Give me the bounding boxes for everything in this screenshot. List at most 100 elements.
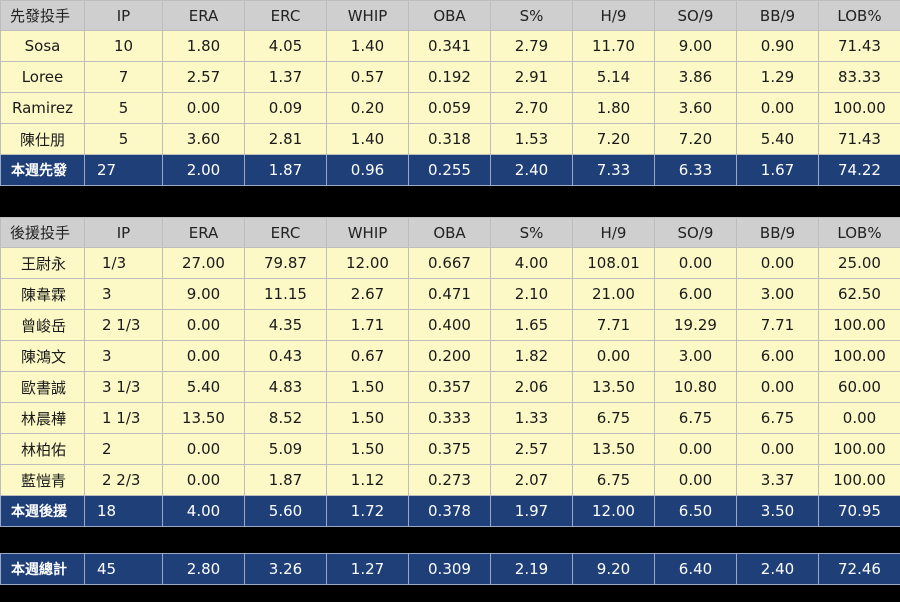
stat-s: 4.00 xyxy=(490,247,573,279)
table-row: 王尉永 1/3 27.00 79.87 12.00 0.667 4.00 108.01 0.00… xyxy=(0,247,900,279)
stat-erc: 0.09 xyxy=(244,92,327,124)
stat-lob: 62.50 xyxy=(818,278,900,310)
stat-bb9: 6.00 xyxy=(736,340,819,372)
stat-so9: 19.29 xyxy=(654,309,737,341)
section-divider xyxy=(0,527,900,553)
stat-so9: 0.00 xyxy=(654,247,737,279)
stat-bb9: 7.71 xyxy=(736,309,819,341)
stat-bb9: 0.00 xyxy=(736,247,819,279)
stat-whip: 1.40 xyxy=(326,30,409,62)
stat-ip: 18 xyxy=(84,495,163,527)
stat-so9: 6.75 xyxy=(654,402,737,434)
stat-era: 5.40 xyxy=(162,371,245,403)
pitcher-name: Sosa xyxy=(0,30,85,62)
stat-lob: 60.00 xyxy=(818,371,900,403)
stat-h9: 12.00 xyxy=(572,495,655,527)
pitcher-name: Loree xyxy=(0,61,85,93)
stat-lob: 72.46 xyxy=(818,553,900,585)
grand-total-row: 本週總計 45 2.80 3.26 1.27 0.309 2.19 9.20 6.40 2.40 7… xyxy=(0,553,900,585)
stat-h9: 1.80 xyxy=(572,92,655,124)
stat-lob: 70.95 xyxy=(818,495,900,527)
column-header-lob: LOB% xyxy=(818,0,900,31)
stat-so9: 6.33 xyxy=(654,154,737,186)
stat-so9: 3.60 xyxy=(654,92,737,124)
stat-h9: 13.50 xyxy=(572,433,655,465)
stat-s: 1.97 xyxy=(490,495,573,527)
stat-erc: 0.43 xyxy=(244,340,327,372)
stat-lob: 83.33 xyxy=(818,61,900,93)
stat-s: 1.82 xyxy=(490,340,573,372)
table-row: Loree 7 2.57 1.37 0.57 0.192 2.91 5.14 3.86 1.29 8… xyxy=(0,61,900,93)
column-header-s: S% xyxy=(490,217,573,248)
stat-h9: 6.75 xyxy=(572,464,655,496)
column-header-ip: IP xyxy=(84,0,163,31)
column-header-era: ERA xyxy=(162,0,245,31)
stat-erc: 8.52 xyxy=(244,402,327,434)
stat-erc: 1.87 xyxy=(244,154,327,186)
table-row: 歐書誠 3 1/3 5.40 4.83 1.50 0.357 2.06 13.50 10.80 0… xyxy=(0,371,900,403)
pitcher-name: 藍愷青 xyxy=(0,464,85,496)
stat-ip: 7 xyxy=(84,61,163,93)
stat-h9: 108.01 xyxy=(572,247,655,279)
stat-lob: 25.00 xyxy=(818,247,900,279)
stat-oba: 0.378 xyxy=(408,495,491,527)
stat-s: 1.65 xyxy=(490,309,573,341)
column-header-oba: OBA xyxy=(408,217,491,248)
stat-bb9: 0.00 xyxy=(736,92,819,124)
stat-h9: 7.33 xyxy=(572,154,655,186)
stat-era: 4.00 xyxy=(162,495,245,527)
column-header-oba: OBA xyxy=(408,0,491,31)
table-row: 林晨樺 1 1/3 13.50 8.52 1.50 0.333 1.33 6.75 6.75 6.… xyxy=(0,402,900,434)
stat-era: 0.00 xyxy=(162,433,245,465)
stat-ip: 45 xyxy=(84,553,163,585)
stat-h9: 6.75 xyxy=(572,402,655,434)
table-row: 陳仕朋 5 3.60 2.81 1.40 0.318 1.53 7.20 7.20 5.40 71.… xyxy=(0,123,900,155)
pitcher-name: 曾峻岳 xyxy=(0,309,85,341)
pitcher-name: 陳鴻文 xyxy=(0,340,85,372)
stat-so9: 3.00 xyxy=(654,340,737,372)
column-header-whip: WHIP xyxy=(326,217,409,248)
stat-bb9: 3.50 xyxy=(736,495,819,527)
stat-ip: 5 xyxy=(84,123,163,155)
stat-whip: 0.96 xyxy=(326,154,409,186)
stat-so9: 9.00 xyxy=(654,30,737,62)
stat-bb9: 0.90 xyxy=(736,30,819,62)
pitcher-name: 本週總計 xyxy=(0,553,85,585)
column-header-h9: H/9 xyxy=(572,0,655,31)
stat-s: 2.07 xyxy=(490,464,573,496)
stat-whip: 1.72 xyxy=(326,495,409,527)
section-header-label: 後援投手 xyxy=(0,217,85,248)
pitcher-name: 林柏佑 xyxy=(0,433,85,465)
stat-whip: 0.20 xyxy=(326,92,409,124)
stat-whip: 1.50 xyxy=(326,371,409,403)
stat-oba: 0.400 xyxy=(408,309,491,341)
stat-erc: 4.05 xyxy=(244,30,327,62)
stat-whip: 0.67 xyxy=(326,340,409,372)
column-header-so9: SO/9 xyxy=(654,0,737,31)
stat-so9: 3.86 xyxy=(654,61,737,93)
stat-whip: 1.27 xyxy=(326,553,409,585)
pitcher-name: 陳仕朋 xyxy=(0,123,85,155)
stat-era: 2.57 xyxy=(162,61,245,93)
starters-table: 先發投手 IP ERA ERC WHIP OBA S% H/9 SO/9 BB/9 LOB% Sosa… xyxy=(0,0,900,186)
stat-whip: 1.71 xyxy=(326,309,409,341)
stat-lob: 71.43 xyxy=(818,30,900,62)
stat-so9: 7.20 xyxy=(654,123,737,155)
header-row: 後援投手 IP ERA ERC WHIP OBA S% H/9 SO/9 BB/9 LOB% xyxy=(0,217,900,248)
stat-era: 2.00 xyxy=(162,154,245,186)
stat-bb9: 1.67 xyxy=(736,154,819,186)
stat-ip: 2 1/3 xyxy=(84,309,163,341)
stat-ip: 5 xyxy=(84,92,163,124)
stat-oba: 0.375 xyxy=(408,433,491,465)
table-row: 藍愷青 2 2/3 0.00 1.87 1.12 0.273 2.07 6.75 0.00 3.3… xyxy=(0,464,900,496)
pitcher-name: 林晨樺 xyxy=(0,402,85,434)
stat-bb9: 3.00 xyxy=(736,278,819,310)
pitcher-name: Ramirez xyxy=(0,92,85,124)
stat-oba: 0.357 xyxy=(408,371,491,403)
stat-whip: 1.40 xyxy=(326,123,409,155)
stat-lob: 100.00 xyxy=(818,309,900,341)
stat-s: 2.57 xyxy=(490,433,573,465)
stat-s: 2.06 xyxy=(490,371,573,403)
stat-h9: 11.70 xyxy=(572,30,655,62)
stat-era: 0.00 xyxy=(162,340,245,372)
